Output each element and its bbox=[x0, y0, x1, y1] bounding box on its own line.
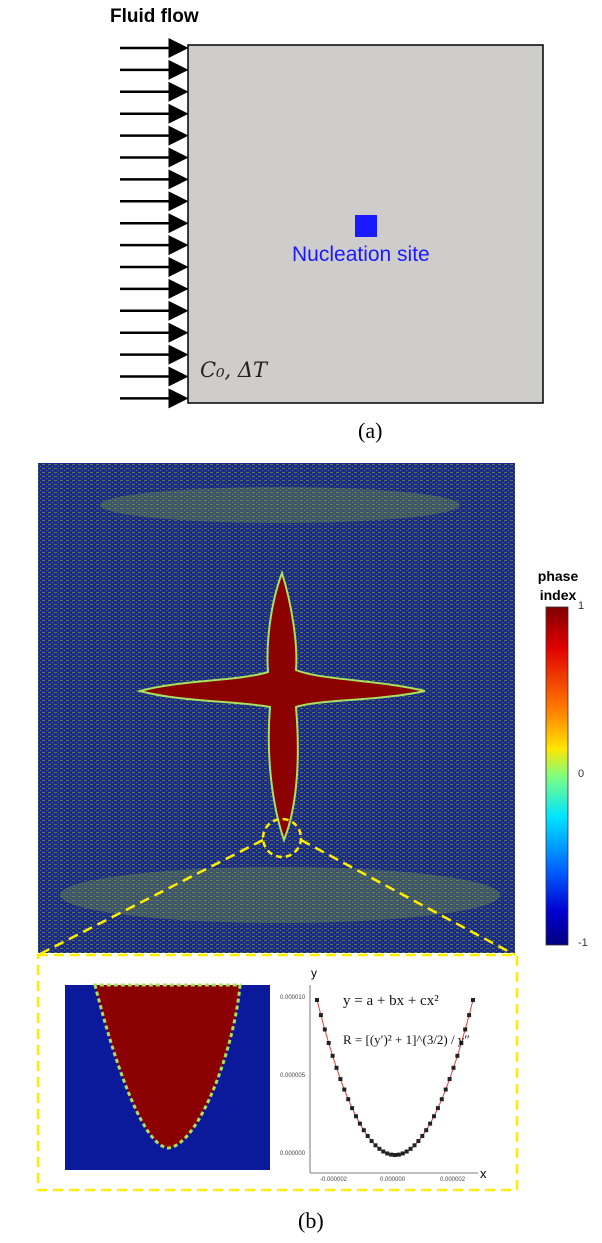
data-point bbox=[432, 1114, 436, 1119]
data-point bbox=[404, 1149, 409, 1154]
data-point bbox=[357, 1121, 362, 1126]
data-point bbox=[338, 1077, 343, 1082]
data-point bbox=[451, 1065, 456, 1070]
data-point bbox=[361, 1128, 366, 1133]
data-point bbox=[346, 1097, 351, 1102]
nucleation-site-label: Nucleation site bbox=[292, 243, 430, 266]
data-point bbox=[416, 1139, 421, 1144]
data-point bbox=[467, 1013, 472, 1018]
data-point bbox=[330, 1053, 335, 1058]
data-point bbox=[381, 1149, 386, 1154]
data-point bbox=[400, 1151, 405, 1156]
data-point bbox=[369, 1139, 374, 1144]
data-point bbox=[412, 1143, 417, 1148]
data-point bbox=[439, 1097, 444, 1102]
x-axis-label: x bbox=[480, 1166, 487, 1181]
data-point bbox=[334, 1065, 339, 1070]
colorbar-title-line1: phase bbox=[537, 568, 579, 584]
flow-arrows bbox=[120, 38, 189, 409]
colorbar-title-line2: index bbox=[539, 587, 577, 603]
data-point bbox=[435, 1106, 440, 1111]
data-point bbox=[377, 1146, 382, 1151]
colorbar bbox=[545, 606, 569, 946]
fit-chart bbox=[309, 985, 478, 1174]
y-axis-label: y bbox=[311, 966, 317, 980]
x-tick: 0.000002 bbox=[440, 1177, 466, 1183]
data-point bbox=[463, 1027, 468, 1032]
caption-a: (a) bbox=[358, 418, 383, 443]
data-point bbox=[393, 1153, 397, 1157]
fluid-flow-label: Fluid flow bbox=[110, 6, 199, 27]
data-point bbox=[326, 1041, 331, 1046]
radius-equation: R = [(y′)² + 1]^(3/2) / y″ bbox=[343, 1032, 470, 1047]
data-point bbox=[443, 1087, 448, 1092]
data-point bbox=[389, 1152, 394, 1157]
fit-equation: y = a + bx + cx² bbox=[343, 993, 439, 1009]
zoom-box bbox=[36, 953, 519, 1192]
data-point bbox=[428, 1121, 433, 1126]
data-point bbox=[471, 998, 475, 1002]
data-point bbox=[354, 1114, 358, 1119]
data-point bbox=[350, 1106, 355, 1111]
colorbar-tick-max: 1 bbox=[578, 600, 585, 612]
phase-field-figure bbox=[36, 463, 569, 1192]
y-tick: 0.000005 bbox=[280, 1073, 306, 1079]
tip-highlight-circle bbox=[261, 817, 303, 859]
data-point bbox=[408, 1146, 413, 1151]
y-tick: 0.000000 bbox=[280, 1151, 306, 1157]
data-point bbox=[385, 1151, 390, 1156]
data-point bbox=[396, 1152, 401, 1157]
data-point bbox=[424, 1128, 429, 1133]
colorbar-tick-min: -1 bbox=[578, 937, 588, 949]
data-point bbox=[420, 1134, 425, 1139]
data-point bbox=[322, 1027, 327, 1032]
x-tick: 0.000000 bbox=[380, 1177, 406, 1183]
data-point bbox=[365, 1134, 370, 1139]
conditions-label: C₀, ΔT bbox=[200, 358, 268, 382]
y-tick: 0.000010 bbox=[280, 995, 306, 1001]
x-tick: -0.000002 bbox=[320, 1177, 348, 1183]
data-point bbox=[315, 998, 319, 1002]
data-point bbox=[459, 1041, 464, 1046]
data-point bbox=[342, 1087, 347, 1092]
data-point bbox=[447, 1077, 452, 1082]
dendrite bbox=[136, 569, 426, 843]
setup-diagram bbox=[120, 38, 544, 409]
nucleation-site-marker bbox=[355, 215, 377, 237]
data-point bbox=[373, 1143, 378, 1148]
data-point bbox=[455, 1053, 460, 1058]
data-point bbox=[318, 1013, 323, 1018]
caption-b: (b) bbox=[298, 1208, 324, 1233]
colorbar-tick-mid: 0 bbox=[578, 768, 585, 780]
